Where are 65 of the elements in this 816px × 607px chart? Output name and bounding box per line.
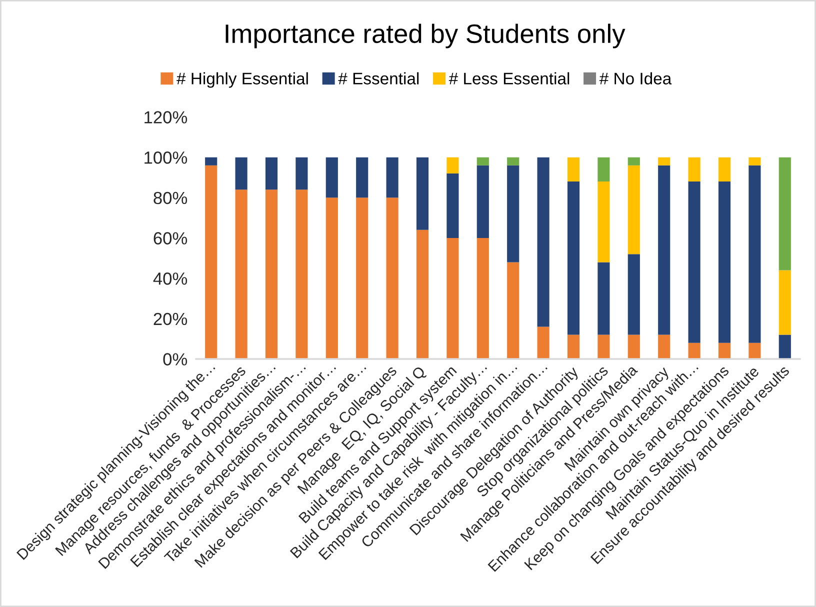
- y-tick-label: 0%: [163, 353, 188, 366]
- bar: [658, 165, 670, 335]
- y-tick-label: 60%: [154, 232, 188, 244]
- bar: [748, 342, 761, 359]
- bar: [567, 182, 580, 335]
- legend-label: # Highly Essential: [176, 72, 308, 88]
- bar: [235, 190, 248, 359]
- bar: [476, 238, 489, 359]
- bar: [265, 190, 278, 359]
- bar: [628, 334, 640, 359]
- bar: [718, 182, 731, 343]
- bar: [628, 165, 640, 254]
- bar: [356, 157, 368, 198]
- bar: [778, 270, 791, 335]
- bar: [688, 182, 700, 343]
- bar: [356, 198, 368, 359]
- bar: [688, 342, 700, 359]
- bar: [507, 165, 520, 262]
- bar: [205, 165, 218, 359]
- bar: [416, 230, 429, 359]
- bar: [598, 182, 610, 262]
- bar: [598, 157, 610, 182]
- bar: [446, 238, 459, 359]
- bar: [507, 262, 520, 359]
- bar: [567, 157, 580, 182]
- bar: [296, 190, 308, 359]
- bar: [718, 157, 731, 182]
- bar: [718, 342, 731, 359]
- bar: [778, 157, 791, 270]
- bar: [598, 262, 610, 335]
- bar: [265, 157, 278, 190]
- bar: [416, 157, 429, 230]
- bar: [537, 326, 550, 359]
- bar: [476, 165, 489, 238]
- bar: [598, 334, 610, 359]
- bar: [507, 157, 520, 166]
- bar: [748, 157, 761, 166]
- bar: [326, 198, 338, 359]
- y-tick-label: 80%: [154, 192, 188, 204]
- bar: [658, 334, 670, 359]
- bar: [658, 157, 670, 166]
- legend-label: # No Idea: [599, 72, 672, 84]
- bar: [628, 254, 640, 335]
- legend-label: # Less Essential: [448, 72, 570, 84]
- bar: [326, 157, 338, 198]
- bar: [235, 157, 248, 190]
- bar: [446, 173, 459, 238]
- bar: [386, 157, 398, 198]
- y-tick-label: 120%: [144, 111, 188, 124]
- y-tick-label: 20%: [154, 312, 188, 326]
- bar: [688, 157, 700, 182]
- bar: [296, 157, 308, 190]
- bar: [476, 157, 489, 166]
- bar: [537, 157, 550, 327]
- chart-title: Importance rated by Students only: [226, 24, 626, 48]
- y-tick-label: 40%: [153, 272, 188, 285]
- bar: [205, 157, 218, 166]
- legend-label: # Essential: [338, 72, 419, 84]
- bar: [778, 334, 791, 359]
- bar: [446, 157, 459, 174]
- bar: [748, 165, 761, 343]
- bar: [567, 334, 580, 359]
- bar: [628, 157, 640, 166]
- y-tick-label: 100%: [144, 152, 188, 164]
- bar: [386, 198, 398, 359]
